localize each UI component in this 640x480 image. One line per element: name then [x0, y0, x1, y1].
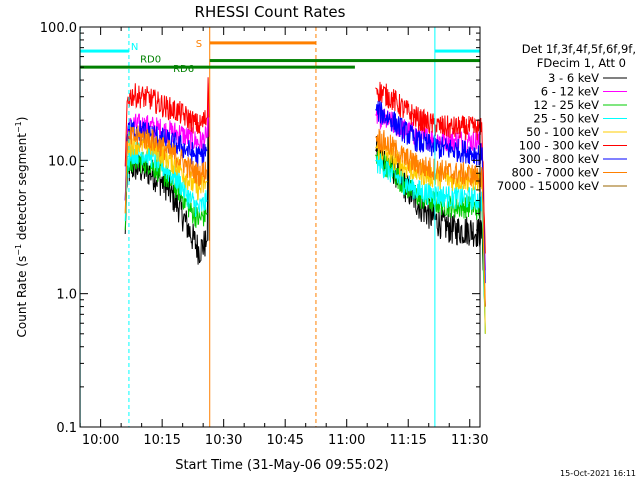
flag-radiation-rd0-bar-1 — [209, 59, 480, 63]
legend-label-50-100-kev: 50 - 100 keV — [526, 125, 599, 139]
legend: Det 1f,3f,4f,5f,6f,9f, FDecim 1, Att 0 3… — [497, 42, 636, 193]
flag-saa-bar-2 — [434, 49, 480, 53]
flag-radiation-rd6-label: RD6 — [173, 64, 194, 75]
x-tick-label: 11:00 — [328, 433, 365, 448]
x-tick-label: 10:15 — [143, 433, 180, 448]
series-100-300-kev-segment-2 — [375, 81, 486, 254]
flag-night-label: N — [131, 42, 138, 53]
y-tick-label: 10.0 — [48, 154, 77, 169]
flag-radiation-rd0-label: RD0 — [140, 55, 161, 66]
y-ticks: 0.1 1.0 10.0 100.0 — [40, 21, 480, 436]
legend-label-300-800-kev: 300 - 800 keV — [519, 152, 599, 166]
flag-saa-bar-1 — [80, 49, 129, 53]
flag-radiation-rd6: RD6 — [80, 64, 355, 75]
x-tick-label: 10:30 — [205, 433, 242, 448]
x-tick-label: 11:30 — [451, 433, 488, 448]
legend-label-25-50-kev: 25 - 50 keV — [533, 112, 599, 126]
y-tick-label: 100.0 — [40, 21, 77, 36]
footer-date: 15-Oct-2021 16:11 — [560, 469, 636, 478]
legend-label-100-300-kev: 100 - 300 keV — [519, 139, 599, 153]
series-6-12-kev-segment-1 — [124, 82, 210, 201]
flag-radiation-rd6-bar-2 — [315, 65, 355, 69]
x-axis-label: Start Time (31-May-06 09:55:02) — [175, 458, 389, 473]
x-tick-label: 10:45 — [266, 433, 303, 448]
legend-label-6-12-kev: 6 - 12 keV — [541, 85, 599, 99]
legend-header-line-1: Det 1f,3f,4f,5f,6f,9f, — [522, 42, 636, 56]
flag-radiation-rd0: RD0 — [140, 55, 480, 66]
flag-flare-spike-label: S — [196, 39, 202, 50]
legend-label-3-6-kev: 3 - 6 keV — [548, 71, 599, 85]
flag-radiation-rd6-bar-1 — [80, 65, 316, 69]
chart-title: RHESSI Count Rates — [195, 3, 346, 21]
series-12-25-kev-segment-1 — [124, 149, 208, 231]
series-layer — [124, 77, 486, 334]
x-tick-label: 11:15 — [389, 433, 426, 448]
flag-flare-spike-bar-1 — [209, 41, 316, 45]
series-800-7000-kev-segment-2 — [375, 128, 486, 307]
plot-frame — [79, 26, 481, 428]
x-ticks: 10:00 10:15 10:30 10:45 11:00 11:15 11:30 — [79, 27, 488, 448]
legend-label-12-25-kev: 12 - 25 keV — [533, 98, 599, 112]
series-800-7000-kev-segment-1 — [124, 125, 208, 214]
legend-label-7000-15000-kev: 7000 - 15000 keV — [497, 179, 599, 193]
y-axis-label: Count Rate (s−1 detector segment−1) — [14, 117, 29, 338]
series-300-800-kev-segment-2 — [375, 100, 486, 284]
flag-saa — [80, 49, 480, 53]
legend-header-line-2: FDecim 1, Att 0 — [537, 56, 626, 70]
y-tick-label: 1.0 — [56, 288, 77, 303]
flag-flare-spike: S — [196, 39, 316, 50]
series-25-50-kev-segment-1 — [124, 141, 208, 222]
y-tick-label: 0.1 — [56, 421, 77, 436]
flag-night: N — [131, 42, 138, 53]
series-100-300-kev — [124, 77, 486, 254]
series-800-7000-kev — [124, 125, 486, 307]
x-tick-label: 10:00 — [82, 433, 119, 448]
legend-label-800-7000-kev: 800 - 7000 keV — [511, 166, 599, 180]
series-100-300-kev-segment-1 — [124, 77, 210, 167]
